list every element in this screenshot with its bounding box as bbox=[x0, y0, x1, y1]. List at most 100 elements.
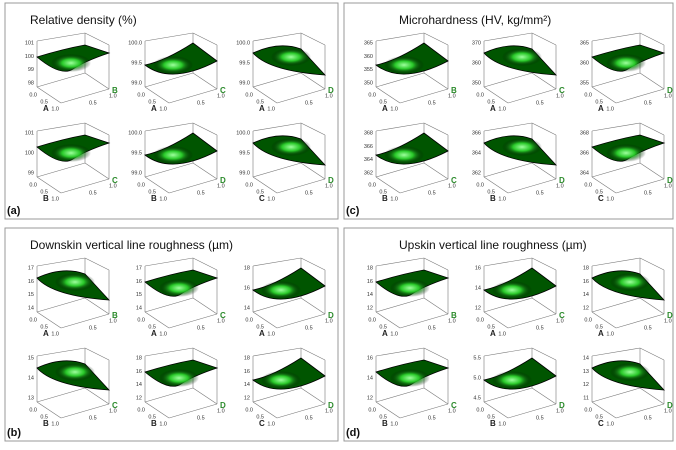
x-axis-label: B bbox=[151, 194, 157, 203]
surface-highlight bbox=[153, 56, 193, 74]
y-tick-label: 0.5 bbox=[536, 190, 544, 196]
y-tick-label: 0.5 bbox=[89, 415, 97, 421]
y-tick-label: 0.5 bbox=[305, 190, 313, 196]
box-edge bbox=[423, 297, 449, 315]
y-tick-label: 0.5 bbox=[89, 190, 97, 196]
y-tick-label: 0.5 bbox=[305, 325, 313, 331]
z-tick-label: 355 bbox=[580, 80, 589, 86]
x-tick-label: 1.0 bbox=[606, 106, 614, 112]
z-tick-label: 16 bbox=[136, 279, 142, 285]
box-edge bbox=[144, 311, 170, 329]
y-tick-label: 1.0 bbox=[217, 318, 225, 324]
y-axis-label: D bbox=[667, 176, 673, 185]
y-tick-label: 1.0 bbox=[325, 408, 333, 414]
z-tick-label: 14 bbox=[28, 305, 34, 311]
x-tick-label: 0.5 bbox=[40, 99, 48, 105]
z-tick-label: 350 bbox=[364, 80, 373, 86]
z-tick-label: 360 bbox=[472, 60, 481, 66]
box-edge bbox=[375, 297, 425, 313]
z-tick-label: 5.5 bbox=[473, 355, 481, 361]
x-tick-label: 0.5 bbox=[40, 324, 48, 330]
x-axis-label: B bbox=[382, 419, 388, 428]
z-tick-label: 16 bbox=[475, 265, 481, 271]
box-edge bbox=[252, 401, 278, 419]
z-tick-label: 100.0 bbox=[128, 40, 142, 46]
x-tick-label: 1.0 bbox=[267, 331, 275, 337]
box-edge bbox=[84, 122, 110, 136]
box-edge bbox=[423, 162, 449, 180]
x-tick-label: 0.5 bbox=[595, 414, 603, 420]
box-edge bbox=[36, 122, 86, 132]
x-axis-label: A bbox=[43, 329, 49, 338]
box-edge bbox=[84, 297, 110, 315]
surface-highlight bbox=[606, 54, 646, 72]
surface-highlight bbox=[390, 369, 430, 387]
x-axis-label: B bbox=[43, 419, 49, 428]
z-tick-label: 13 bbox=[583, 369, 589, 375]
y-tick-label: 0.5 bbox=[197, 415, 205, 421]
y-tick-label: 0.5 bbox=[644, 190, 652, 196]
z-tick-label: 12 bbox=[583, 305, 589, 311]
y-tick-label: 1.0 bbox=[556, 318, 564, 324]
box-edge bbox=[615, 178, 665, 194]
y-tick-label: 0.5 bbox=[644, 100, 652, 106]
z-tick-label: 368 bbox=[364, 130, 373, 136]
z-tick-label: 100 bbox=[25, 150, 34, 156]
x-tick-label: 1.0 bbox=[267, 421, 275, 427]
z-tick-label: 14 bbox=[244, 382, 250, 388]
box-edge bbox=[531, 162, 557, 180]
box-edge bbox=[168, 403, 218, 419]
subplot: 100.099.599.00.00.5 0.51.01.0BD bbox=[128, 122, 226, 203]
box-edge bbox=[252, 297, 302, 313]
panel-label: (c) bbox=[346, 205, 360, 217]
z-tick-label: 14 bbox=[583, 292, 589, 298]
box-edge bbox=[144, 401, 170, 419]
y-tick-label: 1.0 bbox=[217, 408, 225, 414]
box-edge bbox=[483, 72, 533, 88]
box-edge bbox=[84, 387, 110, 405]
z-tick-label: 364 bbox=[580, 170, 589, 176]
y-axis-label: D bbox=[667, 311, 673, 320]
x-axis-label: A bbox=[151, 329, 157, 338]
surface-highlight bbox=[159, 369, 199, 387]
box-edge bbox=[192, 257, 218, 271]
x-axis-label: A bbox=[151, 104, 157, 113]
x-tick-label: 0.0 bbox=[368, 407, 376, 413]
x-axis-label: A bbox=[382, 329, 388, 338]
z-tick-label: 100.0 bbox=[236, 40, 250, 46]
y-tick-label: 1.0 bbox=[325, 183, 333, 189]
box-edge bbox=[639, 122, 665, 136]
box-edge bbox=[483, 387, 533, 403]
y-axis-label: D bbox=[328, 176, 334, 185]
y-tick-label: 0.5 bbox=[428, 100, 436, 106]
z-tick-label: 4.5 bbox=[473, 395, 481, 401]
box-edge bbox=[84, 257, 110, 271]
box-edge bbox=[36, 401, 62, 419]
box-edge bbox=[300, 387, 326, 405]
box-edge bbox=[84, 347, 110, 361]
y-axis-label: B bbox=[451, 86, 457, 95]
z-tick-label: 364 bbox=[364, 157, 373, 163]
box-edge bbox=[639, 72, 665, 90]
x-tick-label: 0.0 bbox=[29, 407, 37, 413]
x-tick-label: 0.0 bbox=[137, 407, 145, 413]
surface-highlight bbox=[51, 54, 91, 72]
x-tick-label: 0.0 bbox=[584, 317, 592, 323]
x-tick-label: 0.0 bbox=[137, 317, 145, 323]
box-edge bbox=[531, 32, 557, 46]
z-tick-label: 14 bbox=[583, 355, 589, 361]
box-edge bbox=[144, 32, 194, 42]
x-axis-label: A bbox=[490, 329, 496, 338]
x-tick-label: 0.0 bbox=[368, 92, 376, 98]
z-tick-label: 12 bbox=[475, 305, 481, 311]
box-edge bbox=[36, 162, 86, 178]
box-edge bbox=[192, 387, 218, 405]
box-edge bbox=[375, 387, 425, 403]
box-edge bbox=[36, 311, 62, 329]
z-tick-label: 14 bbox=[244, 305, 250, 311]
panel-title: Downskin vertical line roughness (µm) bbox=[30, 238, 233, 252]
box-edge bbox=[192, 122, 218, 136]
